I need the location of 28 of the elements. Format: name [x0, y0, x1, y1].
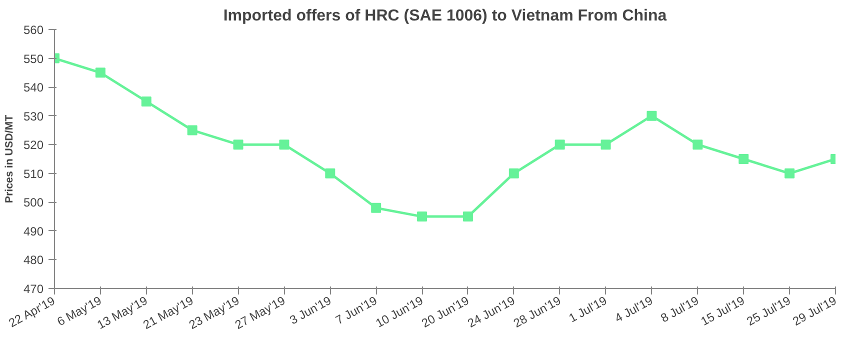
y-tick-label: 470	[23, 282, 44, 296]
point	[784, 168, 795, 178]
point	[462, 212, 473, 222]
point	[187, 125, 198, 136]
y-tick-label: 560	[23, 23, 44, 37]
point	[554, 140, 565, 150]
y-axis-title: Prices in USD/MT	[3, 114, 16, 204]
point	[692, 140, 703, 150]
point	[738, 154, 749, 164]
point	[600, 140, 611, 150]
point	[508, 168, 519, 178]
y-tick-label: 500	[23, 196, 44, 210]
y-tick-label: 530	[23, 109, 44, 124]
chart-title: Imported offers of HRC (SAE 1006) to Vietnam From China	[223, 8, 667, 24]
point	[141, 96, 152, 106]
point	[417, 212, 428, 222]
point	[371, 202, 382, 213]
y-tick-label: 510	[23, 166, 44, 181]
point	[646, 110, 657, 121]
point	[233, 140, 244, 150]
point	[95, 68, 106, 78]
y-tick-label: 540	[23, 80, 44, 95]
point	[279, 140, 290, 150]
point	[325, 168, 336, 178]
y-tick-label: 480	[23, 253, 44, 268]
y-tick-label: 550	[23, 52, 44, 66]
y-tick-label: 490	[23, 224, 44, 238]
y-tick-label: 520	[23, 138, 44, 152]
